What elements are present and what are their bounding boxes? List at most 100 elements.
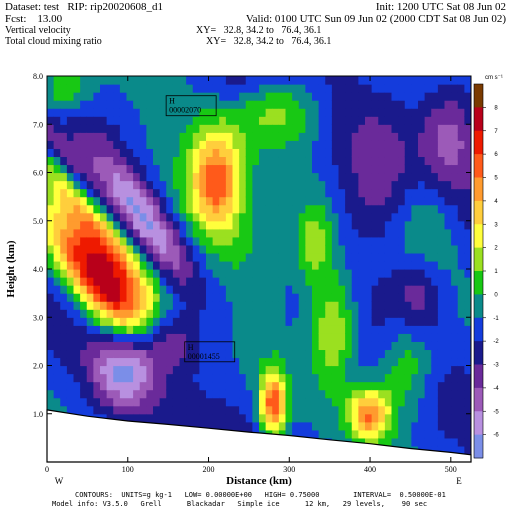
field-cell <box>358 317 366 326</box>
field-cell <box>384 116 393 125</box>
field-cell <box>186 188 194 198</box>
field-cell <box>60 269 68 278</box>
field-cell <box>457 309 465 318</box>
field-cell <box>305 188 313 198</box>
field-cell <box>371 132 379 141</box>
field-cell <box>192 196 200 206</box>
field-cell <box>371 84 379 93</box>
field-cell <box>80 204 88 214</box>
field-cell <box>179 84 187 93</box>
field-cell <box>378 333 386 342</box>
field-cell <box>464 301 471 310</box>
field-cell <box>113 212 121 222</box>
field-cell <box>259 76 267 85</box>
field-cell <box>106 164 114 174</box>
field-cell <box>457 293 465 302</box>
field-cell <box>312 373 320 383</box>
field-cell <box>206 381 214 391</box>
field-cell <box>451 341 459 351</box>
field-cell <box>351 285 359 294</box>
field-cell <box>457 277 465 286</box>
field-cell <box>318 365 326 375</box>
field-cell <box>252 373 260 383</box>
field-cell <box>391 108 399 117</box>
field-cell <box>80 76 88 85</box>
field-cell <box>159 389 167 399</box>
field-cell <box>126 285 134 294</box>
field-cell <box>351 244 359 254</box>
field-cell <box>113 188 121 198</box>
field-cell <box>199 285 207 294</box>
field-cell <box>265 381 273 391</box>
field-cell <box>219 228 227 238</box>
field-cell <box>212 244 220 254</box>
field-cell <box>338 164 346 174</box>
field-cell <box>312 285 320 294</box>
field-cell <box>411 277 419 286</box>
field-cell <box>245 244 253 254</box>
field-cell <box>384 405 393 415</box>
field-cell <box>106 357 114 367</box>
field-cell <box>378 285 386 294</box>
field-cell <box>345 333 353 342</box>
field-cell <box>331 228 340 238</box>
field-cell <box>292 212 300 222</box>
field-cell <box>451 445 459 455</box>
field-cell <box>272 236 280 246</box>
field-cell <box>133 188 141 198</box>
field1-xy-label: XY= 32.8, 34.2 to 76.4, 36.1 <box>196 25 322 36</box>
field-cell <box>338 317 346 326</box>
field-cell <box>292 309 300 318</box>
field-cell <box>219 124 227 133</box>
field-cell <box>119 84 128 93</box>
field-cell <box>391 317 399 326</box>
field-cell <box>80 260 88 270</box>
field-cell <box>351 124 359 133</box>
field-cell <box>331 357 340 367</box>
field-cell <box>444 269 452 278</box>
field-cell <box>232 236 240 246</box>
field-cell <box>278 373 287 383</box>
field-cell <box>146 349 154 359</box>
field-cell <box>53 260 61 270</box>
field-cell <box>159 293 167 302</box>
field-cell <box>312 164 320 174</box>
field-cell <box>86 172 94 182</box>
field-cell <box>285 357 293 367</box>
field-cell <box>331 188 340 198</box>
field-cell <box>285 309 293 318</box>
field-cell <box>424 188 432 198</box>
field-cell <box>126 357 134 367</box>
field-cell <box>119 252 128 262</box>
field-cell <box>358 156 366 166</box>
field-cell <box>457 405 465 415</box>
field-cell <box>252 285 260 294</box>
field-cell <box>358 164 366 174</box>
field-cell <box>312 212 320 222</box>
field-cell <box>292 341 300 351</box>
field-cell <box>73 148 81 158</box>
field-cell <box>259 333 267 342</box>
field-cell <box>159 180 167 190</box>
field-cell <box>418 220 426 230</box>
field-cell <box>398 260 406 270</box>
field-cell <box>331 108 340 117</box>
field-cell <box>225 132 234 141</box>
field-cell <box>119 277 128 286</box>
field-cell <box>345 389 353 399</box>
field-cell <box>365 285 373 294</box>
field-cell <box>252 301 260 310</box>
field-cell <box>206 92 214 101</box>
field-cell <box>391 212 399 222</box>
field-cell <box>219 140 227 149</box>
field-cell <box>464 84 471 93</box>
field-cell <box>272 269 280 278</box>
field-cell <box>378 421 386 431</box>
field-cell <box>418 204 426 214</box>
field-cell <box>272 164 280 174</box>
field-cell <box>285 236 293 246</box>
field-cell <box>239 140 247 149</box>
field-cell <box>278 212 287 222</box>
field-cell <box>325 132 333 141</box>
field-cell <box>384 84 393 93</box>
